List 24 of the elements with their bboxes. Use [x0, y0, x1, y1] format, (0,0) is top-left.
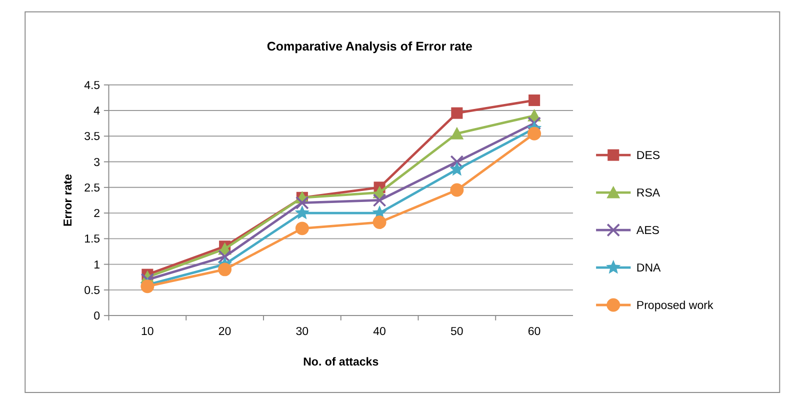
- legend-label: RSA: [636, 188, 660, 200]
- y-tick-label: 2: [94, 208, 100, 220]
- legend-label: DNA: [636, 262, 662, 275]
- x-tick-label: 60: [528, 326, 541, 338]
- legend-label: DES: [636, 150, 660, 162]
- legend-label: Proposed work: [636, 300, 714, 312]
- y-tick-label: 1: [94, 259, 100, 272]
- y-tick-label: 4: [94, 106, 101, 118]
- x-axis-title: No. of attacks: [303, 356, 379, 369]
- legend-label: AES: [636, 225, 660, 238]
- x-tick-label: 40: [373, 326, 386, 338]
- y-tick-label: 0.5: [84, 284, 100, 297]
- y-tick-label: 0: [94, 310, 100, 323]
- y-tick-label: 2.5: [84, 182, 100, 194]
- x-tick-label: 10: [141, 326, 154, 338]
- x-tick-label: 20: [218, 326, 232, 338]
- y-tick-label: 3.5: [84, 131, 100, 144]
- x-tick-label: 30: [296, 326, 309, 338]
- x-tick-label: 50: [450, 326, 464, 338]
- y-tick-label: 1.5: [84, 234, 100, 246]
- chart-title: Comparative Analysis of Error rate: [266, 39, 473, 54]
- y-axis-title: Error rate: [62, 173, 74, 226]
- y-tick-label: 4.5: [84, 80, 100, 92]
- y-tick-label: 3: [94, 156, 100, 169]
